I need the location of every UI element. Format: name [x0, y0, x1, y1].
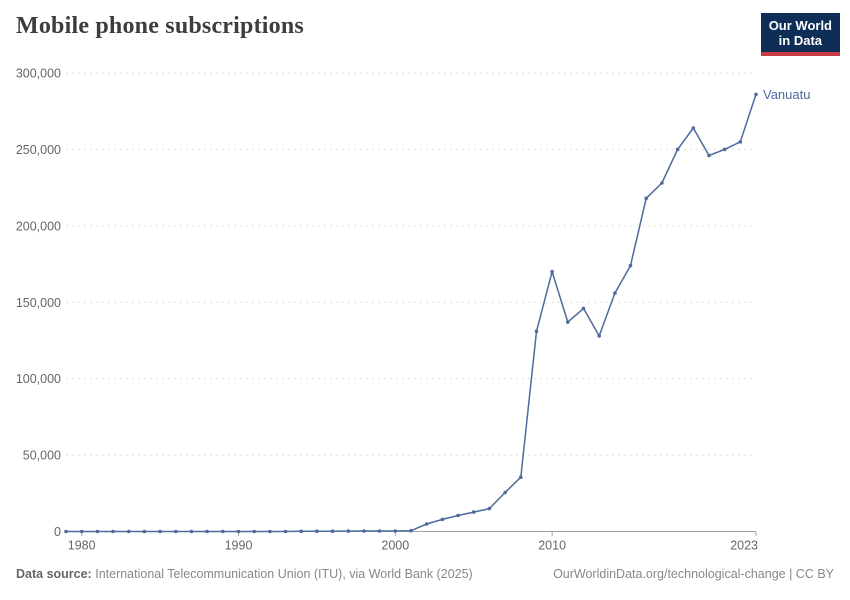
data-point[interactable]: [581, 306, 586, 311]
data-point[interactable]: [424, 522, 429, 526]
data-point[interactable]: [95, 529, 100, 534]
data-point[interactable]: [315, 529, 319, 533]
y-tick-label: 50,000: [23, 449, 61, 463]
x-tick-label: 2023: [730, 539, 758, 553]
data-point[interactable]: [660, 181, 664, 185]
data-point[interactable]: [597, 334, 601, 338]
data-point[interactable]: [221, 529, 225, 534]
data-point[interactable]: [628, 263, 633, 268]
y-tick-label: 250,000: [16, 143, 61, 157]
x-tick-label: 2000: [381, 539, 409, 553]
data-point[interactable]: [487, 506, 492, 511]
y-tick-label: 200,000: [16, 219, 61, 233]
data-point[interactable]: [644, 196, 648, 201]
x-tick-label: 1990: [225, 539, 253, 553]
data-point[interactable]: [142, 529, 147, 534]
data-point[interactable]: [126, 529, 131, 534]
logo-line1: Our World: [768, 18, 832, 33]
data-point[interactable]: [534, 329, 539, 334]
data-point[interactable]: [754, 92, 758, 97]
data-point[interactable]: [79, 529, 84, 534]
data-point[interactable]: [691, 126, 696, 130]
data-point[interactable]: [236, 529, 241, 534]
data-point[interactable]: [283, 529, 288, 534]
data-point[interactable]: [205, 529, 209, 534]
data-point[interactable]: [738, 140, 743, 144]
data-point[interactable]: [158, 529, 162, 534]
x-tick-label: 2010: [538, 539, 566, 553]
data-point[interactable]: [519, 475, 523, 480]
data-point[interactable]: [503, 490, 507, 495]
data-point[interactable]: [189, 529, 194, 534]
data-point[interactable]: [550, 269, 554, 274]
data-source-label: Data source:: [16, 567, 92, 581]
data-point[interactable]: [613, 291, 617, 295]
data-point[interactable]: [566, 320, 570, 324]
data-point[interactable]: [456, 513, 460, 518]
chart-footer: Data source: International Telecommunica…: [16, 567, 834, 581]
data-point[interactable]: [362, 529, 366, 533]
data-point[interactable]: [268, 529, 272, 534]
entity-label[interactable]: Vanuatu: [763, 87, 810, 102]
x-tick-label: 1980: [68, 539, 96, 553]
data-point[interactable]: [64, 529, 68, 534]
data-source-note: Data source: International Telecommunica…: [16, 567, 473, 581]
data-point[interactable]: [675, 147, 680, 152]
data-point[interactable]: [707, 153, 711, 158]
data-point[interactable]: [377, 529, 382, 533]
data-point[interactable]: [252, 529, 256, 534]
data-source-text: International Telecommunication Union (I…: [95, 567, 473, 581]
chart-title: Mobile phone subscriptions: [16, 13, 304, 39]
data-point[interactable]: [722, 147, 727, 152]
data-point[interactable]: [440, 517, 445, 522]
data-point[interactable]: [393, 529, 398, 533]
owid-link[interactable]: OurWorldinData.org/technological-change …: [553, 567, 834, 581]
logo-line2: in Data: [778, 33, 823, 48]
y-tick-label: 300,000: [16, 67, 61, 81]
data-point[interactable]: [330, 529, 335, 533]
y-tick-label: 0: [54, 525, 61, 539]
owid-logo[interactable]: Our World in Data: [760, 13, 840, 56]
data-point[interactable]: [346, 529, 351, 533]
y-tick-label: 100,000: [16, 372, 61, 386]
data-point[interactable]: [174, 529, 178, 534]
y-tick-label: 150,000: [16, 296, 61, 310]
line-series-vanuatu[interactable]: [65, 93, 757, 533]
data-point[interactable]: [409, 528, 413, 533]
data-point[interactable]: [299, 529, 304, 534]
data-point[interactable]: [111, 529, 115, 534]
data-point[interactable]: [471, 510, 476, 514]
